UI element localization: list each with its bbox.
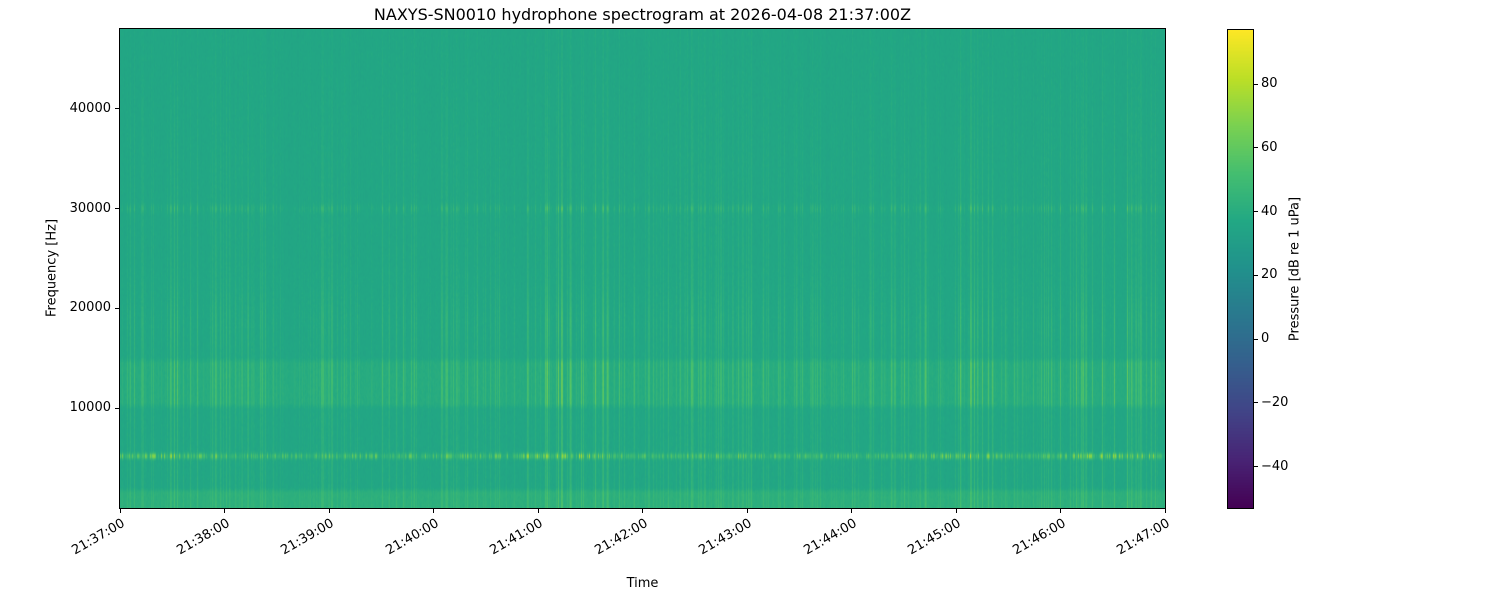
y-tick-label: 10000 [69, 400, 111, 416]
y-tick-mark [115, 108, 119, 110]
colorbar-tick-mark [1254, 274, 1258, 276]
colorbar-gradient [1228, 30, 1253, 508]
y-tick-label: 40000 [69, 100, 111, 116]
colorbar-tick-label: −20 [1261, 394, 1289, 410]
colorbar-tick-mark [1254, 211, 1258, 213]
x-tick-mark [1060, 509, 1061, 513]
y-tick-mark [115, 407, 119, 409]
x-tick-mark [328, 509, 330, 513]
x-axis-label: Time [626, 576, 659, 591]
x-tick-mark [1164, 509, 1166, 513]
spectrogram-image [120, 29, 1165, 508]
x-tick-mark [433, 509, 434, 513]
chart-title: NAXYS-SN0010 hydrophone spectrogram at 2… [373, 5, 912, 24]
colorbar-tick-label: 20 [1261, 267, 1278, 283]
colorbar-tick-label: 0 [1261, 331, 1270, 347]
plot-area [119, 28, 1166, 509]
colorbar-tick-label: 80 [1261, 76, 1278, 92]
colorbar-tick-mark [1254, 338, 1258, 340]
x-tick-mark [955, 509, 957, 513]
x-tick-mark [642, 509, 643, 513]
colorbar-tick-mark [1254, 402, 1258, 404]
colorbar-tick-mark [1254, 466, 1258, 468]
y-tick-label: 20000 [69, 300, 111, 316]
colorbar-label: Pressure [dB re 1 uPa] [1287, 196, 1303, 342]
colorbar-tick-label: −40 [1261, 458, 1289, 474]
x-tick-mark [224, 509, 225, 513]
y-tick-label: 30000 [69, 200, 111, 216]
colorbar-tick-mark [1254, 147, 1258, 149]
x-tick-mark [119, 509, 121, 513]
x-tick-mark [851, 509, 852, 513]
colorbar [1227, 29, 1254, 509]
x-tick-mark [746, 509, 748, 513]
colorbar-tick-mark [1254, 83, 1258, 85]
y-tick-mark [115, 208, 119, 210]
colorbar-tick-label: 60 [1261, 139, 1278, 155]
x-tick-mark [537, 509, 539, 513]
colorbar-tick-label: 40 [1261, 203, 1278, 219]
y-tick-mark [115, 307, 119, 309]
